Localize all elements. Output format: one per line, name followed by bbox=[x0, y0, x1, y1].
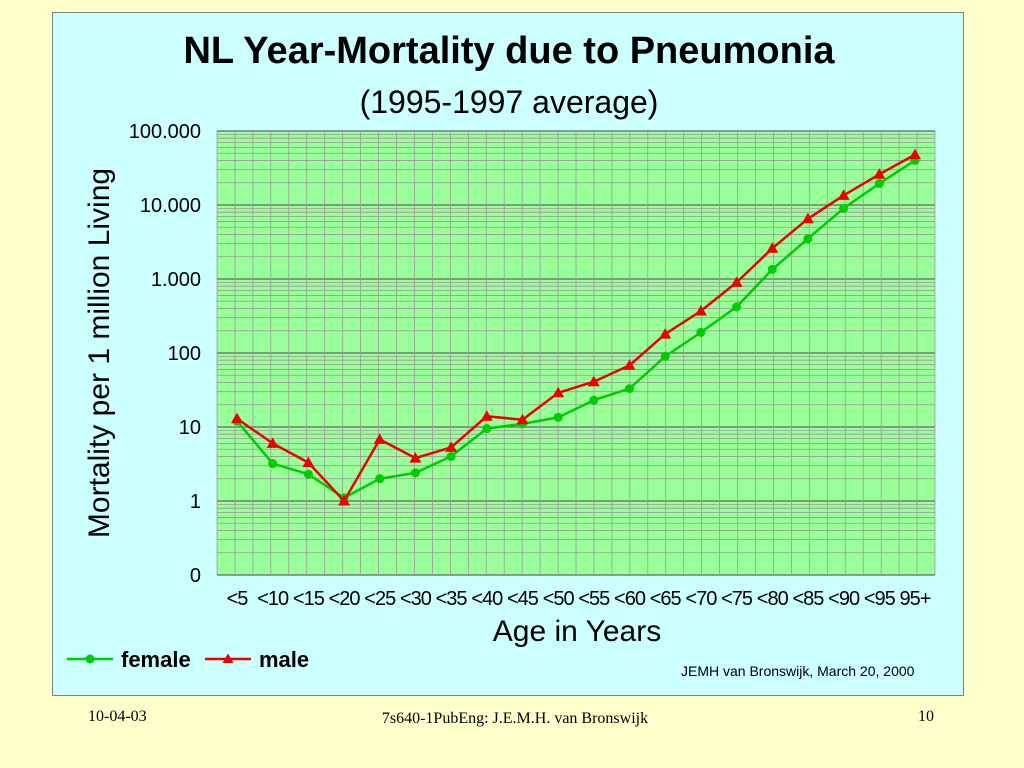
x-tick-label: <50 bbox=[543, 588, 575, 610]
series-line-female bbox=[236, 159, 916, 500]
legend-female: female bbox=[67, 647, 191, 672]
x-tick-label: <95 bbox=[864, 588, 896, 610]
legend-female-marker bbox=[85, 654, 95, 664]
credit-annotation: JEMH van Bronswijk, March 20, 2000 bbox=[681, 663, 915, 679]
data-point-male bbox=[659, 328, 672, 339]
data-point-male bbox=[516, 413, 529, 425]
series-line-male bbox=[236, 153, 916, 503]
data-point-female bbox=[696, 327, 706, 337]
footer-center: 7s640-1PubEng: J.E.M.H. van Bronswijk bbox=[381, 710, 649, 727]
data-point-male bbox=[480, 410, 493, 421]
data-point-male bbox=[873, 168, 886, 179]
y-axis-ticks: 0 1 10 100 1.000 10.000 100.000 bbox=[129, 121, 201, 587]
data-point-male bbox=[909, 148, 921, 160]
x-axis-ticks: <5 <10 <15 <20 <25 <30 <35 <40 <45 <50 <55 <60 <65 <7… bbox=[227, 588, 932, 610]
data-point-male bbox=[552, 386, 565, 398]
x-tick-label: <30 bbox=[400, 588, 432, 610]
data-point-male bbox=[694, 305, 707, 316]
x-tick-label: <40 bbox=[471, 588, 503, 610]
footer-page-number: 10 bbox=[918, 708, 934, 725]
chart-title: NL Year-Mortality due to Pneumonia bbox=[183, 30, 835, 72]
x-tick-label: <70 bbox=[685, 588, 717, 610]
data-point-male bbox=[338, 495, 351, 506]
legend: female male bbox=[67, 647, 309, 672]
footer-date: 10-04-03 bbox=[88, 708, 147, 725]
data-point-male bbox=[373, 433, 386, 444]
data-point-female bbox=[410, 468, 420, 478]
y-tick-label: 1.000 bbox=[151, 269, 201, 291]
data-point-male bbox=[266, 437, 279, 448]
x-tick-label: <20 bbox=[329, 588, 361, 610]
data-point-female bbox=[303, 469, 313, 479]
data-point-female bbox=[732, 302, 742, 312]
data-point-male bbox=[766, 242, 779, 253]
data-point-female bbox=[553, 412, 563, 422]
x-tick-label: <25 bbox=[364, 588, 396, 610]
data-point-male bbox=[231, 412, 243, 424]
legend-male-marker bbox=[222, 653, 234, 663]
data-point-female bbox=[589, 395, 599, 405]
x-tick-label: <80 bbox=[757, 588, 789, 610]
x-tick-label: <10 bbox=[257, 588, 289, 610]
data-point-female bbox=[874, 179, 884, 189]
data-point-female bbox=[446, 451, 456, 461]
legend-female-label: female bbox=[121, 647, 191, 672]
y-axis-label: Mortality per 1 million Living bbox=[83, 168, 116, 538]
chart: NL Year-Mortality due to Pneumonia (1995… bbox=[67, 30, 936, 679]
x-tick-label: <90 bbox=[828, 588, 860, 610]
data-point-male bbox=[445, 441, 458, 452]
y-tick-label: 100 bbox=[168, 343, 201, 365]
data-point-male bbox=[730, 276, 743, 287]
chart-subtitle: (1995-1997 average) bbox=[360, 84, 659, 120]
y-tick-label: 10 bbox=[179, 417, 201, 439]
x-tick-label: <65 bbox=[650, 588, 682, 610]
y-tick-label: 1 bbox=[190, 491, 201, 513]
x-axis-label: Age in Years bbox=[493, 615, 661, 648]
legend-male-label: male bbox=[259, 647, 309, 672]
grid bbox=[216, 130, 936, 576]
data-point-female bbox=[268, 459, 278, 469]
data-point-female bbox=[767, 264, 777, 274]
data-point-male bbox=[801, 212, 814, 224]
x-tick-label: <60 bbox=[614, 588, 646, 610]
x-tick-label: <55 bbox=[578, 588, 610, 610]
y-tick-label: 100.000 bbox=[129, 121, 201, 143]
x-tick-label: <85 bbox=[792, 588, 824, 610]
chart-panel: NL Year-Mortality due to Pneumonia (1995… bbox=[52, 12, 964, 696]
data-point-male bbox=[409, 452, 422, 463]
series-male bbox=[231, 148, 921, 506]
series bbox=[231, 148, 921, 506]
x-tick-label: <5 bbox=[227, 588, 249, 610]
x-tick-label: <45 bbox=[507, 588, 539, 610]
data-point-female bbox=[625, 384, 635, 394]
y-tick-label: 10.000 bbox=[140, 195, 201, 217]
x-tick-label: 95+ bbox=[900, 588, 931, 610]
data-point-female bbox=[482, 424, 492, 434]
data-point-male bbox=[837, 189, 850, 200]
x-tick-label: <35 bbox=[436, 588, 468, 610]
data-point-female bbox=[839, 203, 849, 213]
x-tick-label: <75 bbox=[721, 588, 753, 610]
data-point-male bbox=[302, 456, 315, 468]
x-tick-label: <15 bbox=[293, 588, 325, 610]
legend-male: male bbox=[205, 647, 309, 672]
data-point-male bbox=[623, 359, 636, 370]
data-point-female bbox=[803, 234, 813, 244]
data-point-female bbox=[375, 474, 385, 484]
data-point-male bbox=[587, 375, 600, 387]
data-point-female bbox=[660, 351, 670, 361]
y-tick-label: 0 bbox=[190, 565, 201, 587]
